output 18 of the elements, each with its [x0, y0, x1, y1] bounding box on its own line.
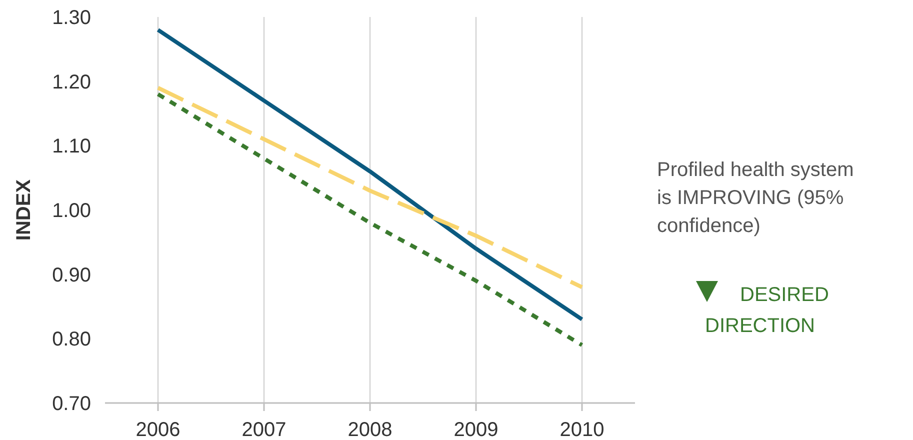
x-tick-label: 2010	[560, 419, 604, 440]
x-tick-label: 2007	[242, 419, 286, 440]
y-tick-label: 0.80	[52, 328, 91, 351]
y-tick-label: 1.00	[52, 200, 91, 222]
y-tick-label: 1.30	[52, 7, 91, 29]
x-tick-label: 2009	[454, 419, 498, 440]
y-tick-label: 1.20	[52, 71, 91, 94]
y-axis-title: INDEX	[13, 178, 35, 241]
text: Profiled health system is IMPROVING (95% confidence)	[657, 159, 854, 237]
line-series	[156, 86, 584, 290]
x-tick-label: 2008	[348, 419, 392, 440]
x-tick-label: 2006	[136, 419, 180, 440]
line-series	[156, 92, 584, 348]
y-tick-label: 0.70	[52, 393, 91, 415]
line-series	[156, 28, 584, 322]
y-tick-label: 0.90	[52, 264, 91, 286]
text: DESIRED DIRECTION	[705, 284, 829, 337]
y-tick-label: 1.10	[52, 136, 91, 158]
